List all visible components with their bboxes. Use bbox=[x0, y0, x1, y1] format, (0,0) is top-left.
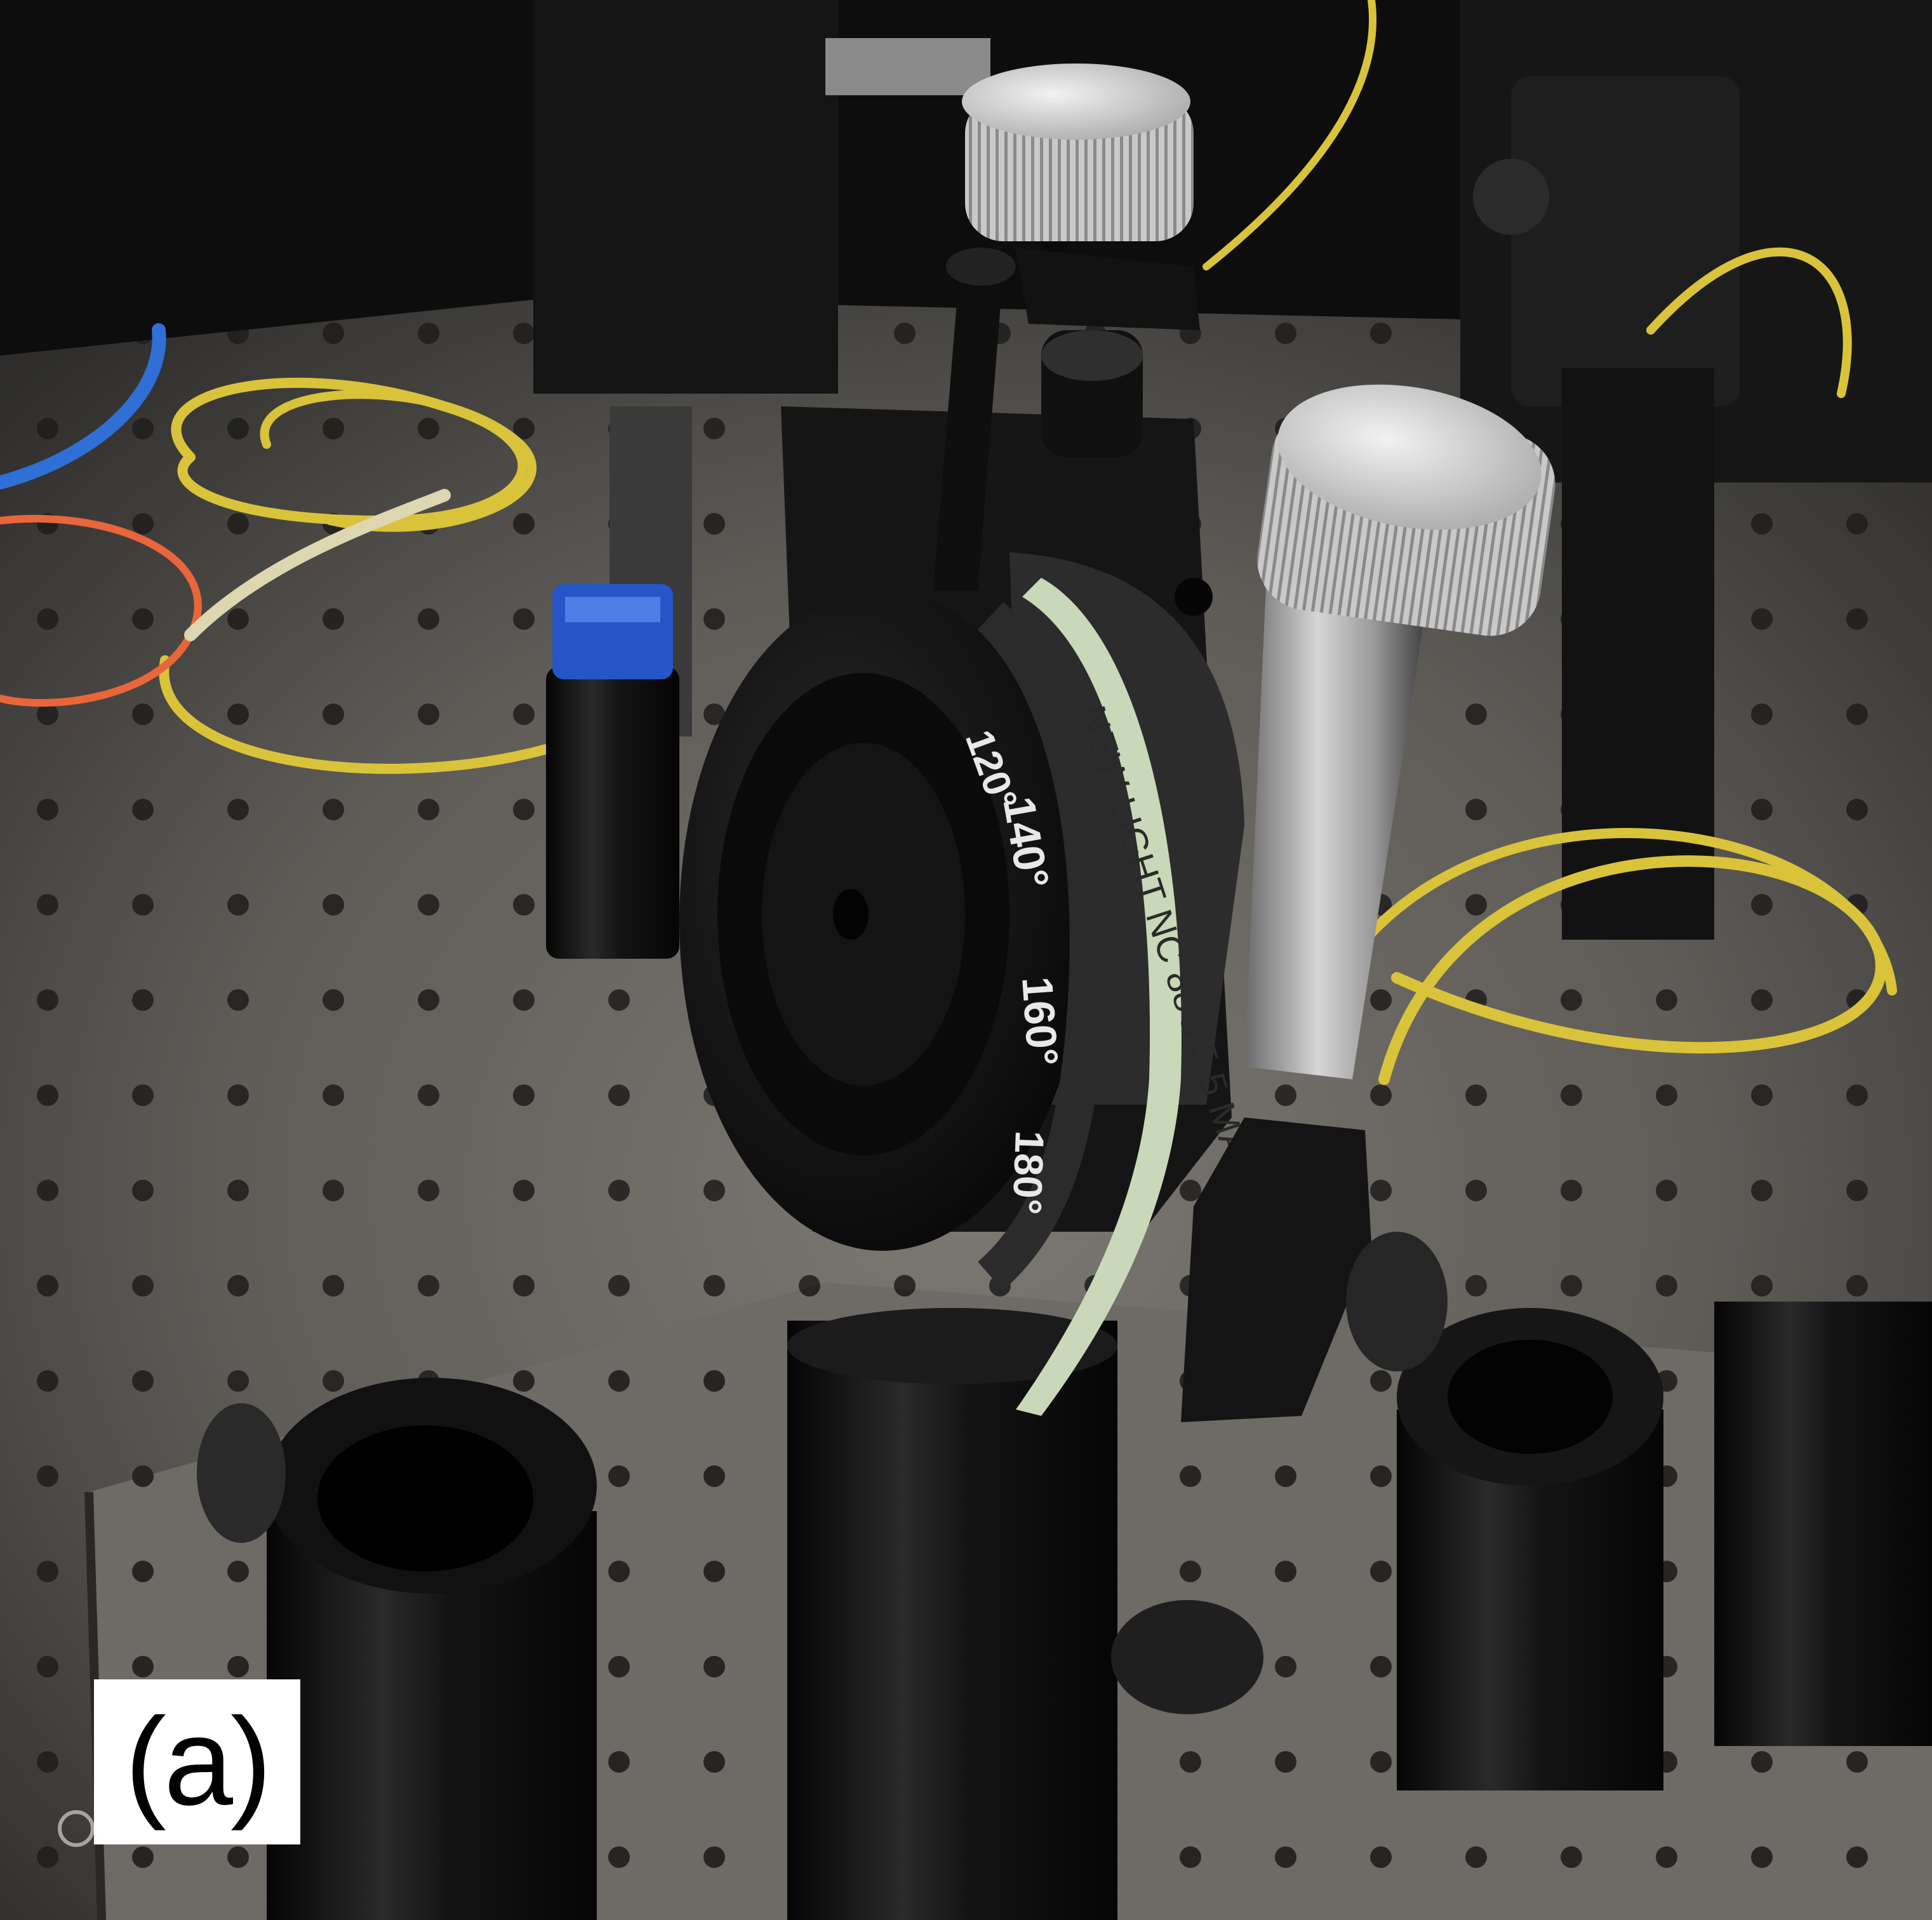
locking-lever bbox=[933, 248, 1143, 590]
table-logo bbox=[58, 1810, 95, 1847]
dial-label-160: 160° bbox=[1013, 975, 1067, 1068]
background-mounts bbox=[533, 0, 1932, 940]
silver-knob-top bbox=[962, 63, 1200, 330]
dial-label-180: 180° bbox=[1004, 1130, 1053, 1216]
background-post bbox=[546, 584, 679, 959]
post-holder-left bbox=[197, 1378, 597, 1920]
fiber-cables bbox=[0, 0, 1897, 1085]
panel-label: (a) bbox=[94, 1679, 300, 1844]
post-holder-right bbox=[1111, 1232, 1932, 1790]
rotation-dial: 120° 140° 160° 180° bbox=[679, 590, 1108, 1291]
main-post bbox=[787, 1308, 1117, 1920]
mount-clamp bbox=[1181, 1117, 1371, 1422]
silver-knob-right bbox=[1244, 384, 1556, 1079]
